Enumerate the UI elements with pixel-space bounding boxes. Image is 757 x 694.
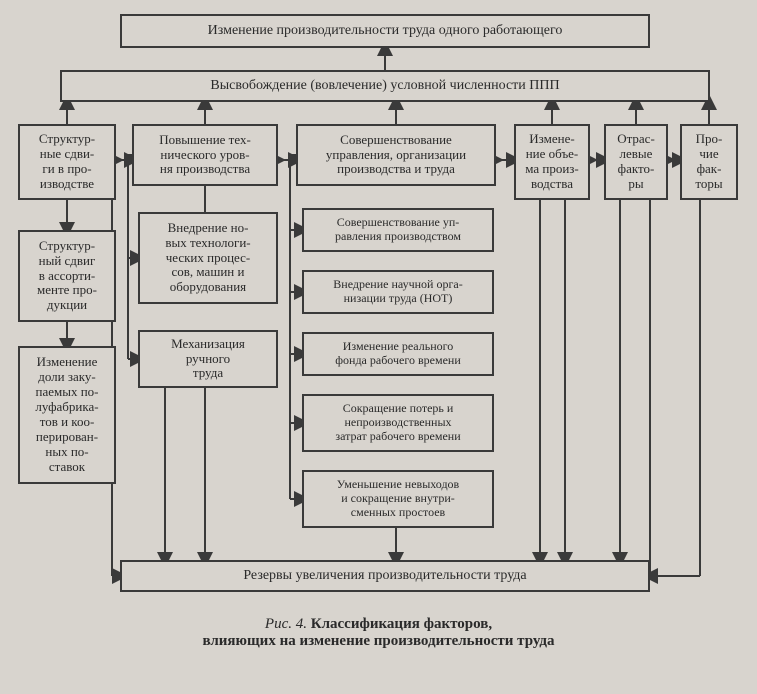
text: Структур- ные сдви- ги в про- изводстве <box>39 132 95 192</box>
text: Совершенствование управления, организаци… <box>326 133 466 178</box>
text: Высвобождение (вовлечение) условной числ… <box>210 78 559 94</box>
box-release: Высвобождение (вовлечение) условной числ… <box>60 70 710 102</box>
figure-caption: Рис. 4. Классификация факторов, влияющих… <box>0 616 757 650</box>
text: Структур- ный сдвиг в ассорти- менте про… <box>37 239 97 314</box>
box-col3d: Сокращение потерь и непроизводственных з… <box>302 394 494 452</box>
box-col3b: Внедрение научной орга- низации труда (Н… <box>302 270 494 314</box>
text: Изменение реального фонда рабочего време… <box>335 340 461 368</box>
text: Про- чие фак- торы <box>695 132 722 192</box>
box-bottom: Резервы увеличения производительности тр… <box>120 560 650 592</box>
text: Изменение доли заку- паемых по- луфабрик… <box>35 355 98 475</box>
text: Внедрение но- вых технологи- ческих проц… <box>165 221 250 296</box>
box-col3: Совершенствование управления, организаци… <box>296 124 496 186</box>
box-col5: Отрас- левые факто- ры <box>604 124 668 200</box>
box-col2: Повышение тех- нического уров- ня произв… <box>132 124 278 186</box>
fig-label: Рис. 4. <box>265 616 307 632</box>
text: Повышение тех- нического уров- ня произв… <box>159 133 251 178</box>
box-col2a: Внедрение но- вых технологи- ческих проц… <box>138 212 278 304</box>
box-col1a: Структур- ные сдви- ги в про- изводстве <box>18 124 116 200</box>
caption-line1: Классификация факторов, <box>311 616 492 632</box>
box-col6: Про- чие фак- торы <box>680 124 738 200</box>
box-col1c: Изменение доли заку- паемых по- луфабрик… <box>18 346 116 484</box>
box-col1b: Структур- ный сдвиг в ассорти- менте про… <box>18 230 116 322</box>
text: Внедрение научной орга- низации труда (Н… <box>333 278 462 306</box>
box-col3c: Изменение реального фонда рабочего време… <box>302 332 494 376</box>
box-col4: Измене- ние объе- ма произ- водства <box>514 124 590 200</box>
text: Резервы увеличения производительности тр… <box>243 568 526 584</box>
text: Уменьшение невыходов и сокращение внутри… <box>337 478 459 519</box>
caption-line2: влияющих на изменение производительности… <box>202 633 554 649</box>
text: Отрас- левые факто- ры <box>617 132 655 192</box>
text: Механизация ручного труда <box>171 337 245 382</box>
text: Сокращение потерь и непроизводственных з… <box>335 402 460 443</box>
box-col2b: Механизация ручного труда <box>138 330 278 388</box>
box-top: Изменение производительности труда одног… <box>120 14 650 48</box>
text: Совершенствование уп- равления производс… <box>335 216 461 244</box>
text: Измене- ние объе- ма произ- водства <box>525 132 579 192</box>
box-col3e: Уменьшение невыходов и сокращение внутри… <box>302 470 494 528</box>
box-col3a: Совершенствование уп- равления производс… <box>302 208 494 252</box>
text: Изменение производительности труда одног… <box>208 23 563 39</box>
